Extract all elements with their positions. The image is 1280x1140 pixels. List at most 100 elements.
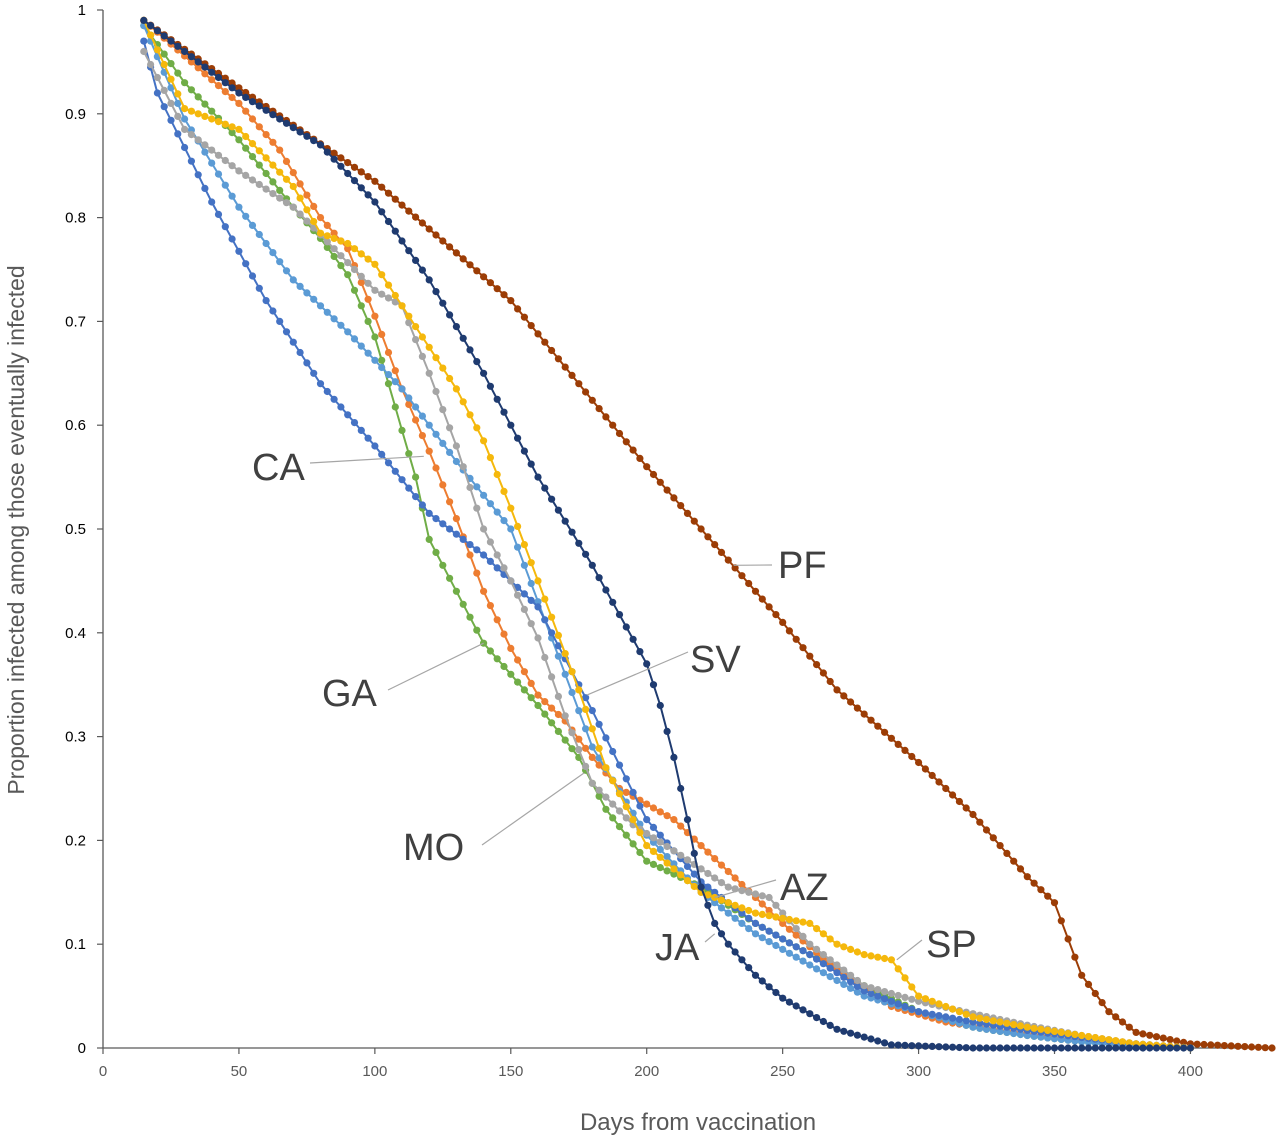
data-point xyxy=(928,1042,936,1050)
data-point xyxy=(1180,1044,1188,1052)
data-point xyxy=(316,229,325,237)
data-point xyxy=(357,342,365,350)
data-point xyxy=(582,744,590,752)
data-point xyxy=(208,115,216,123)
data-point xyxy=(1112,1037,1120,1045)
data-point xyxy=(473,504,481,512)
data-point xyxy=(371,286,379,294)
data-point xyxy=(751,587,760,595)
data-point xyxy=(887,1041,896,1049)
data-point xyxy=(629,446,637,454)
data-point xyxy=(432,387,440,396)
data-point xyxy=(622,623,630,631)
data-point xyxy=(772,988,780,997)
data-point xyxy=(1010,1029,1018,1038)
data-point xyxy=(554,642,563,650)
data-point xyxy=(391,403,399,411)
data-point xyxy=(330,315,338,323)
data-point xyxy=(405,450,413,458)
data-point xyxy=(1084,980,1093,989)
data-point xyxy=(330,252,338,261)
data-point xyxy=(1186,1044,1194,1052)
data-point xyxy=(500,564,508,572)
data-point xyxy=(799,957,807,965)
data-point xyxy=(996,1027,1004,1035)
data-point xyxy=(1003,849,1011,858)
data-point xyxy=(1030,1032,1038,1040)
data-point xyxy=(731,901,739,909)
data-point xyxy=(663,727,671,736)
data-point xyxy=(568,528,576,536)
data-point xyxy=(418,501,426,509)
data-point xyxy=(466,551,474,559)
data-point xyxy=(194,64,202,72)
data-point xyxy=(1125,1039,1133,1047)
data-point xyxy=(588,743,596,751)
data-point xyxy=(330,245,338,253)
data-point xyxy=(697,842,705,850)
data-point xyxy=(439,406,447,414)
data-point xyxy=(683,816,692,824)
data-point xyxy=(208,146,216,154)
data-point xyxy=(670,847,678,855)
data-point xyxy=(1112,1013,1120,1021)
data-point xyxy=(181,105,189,113)
x-tick-label: 350 xyxy=(1042,1063,1067,1080)
axes: 0 0.1 0.2 0.3 0.4 0.5 0.6 0.7 0.8 0.9 1 0 50 100 150 20… xyxy=(65,2,1272,1080)
data-point xyxy=(432,430,440,438)
data-point xyxy=(949,1005,957,1013)
data-point xyxy=(418,333,426,341)
data-point xyxy=(303,289,311,297)
data-point xyxy=(208,198,216,206)
data-point xyxy=(459,535,467,544)
data-point xyxy=(452,323,460,331)
data-point xyxy=(147,60,155,69)
data-point xyxy=(908,752,916,761)
data-point xyxy=(235,125,243,133)
data-point xyxy=(276,168,284,176)
data-point xyxy=(473,626,481,634)
data-point xyxy=(296,194,304,202)
data-point xyxy=(432,288,440,296)
data-point xyxy=(296,210,304,218)
data-point xyxy=(350,419,359,427)
data-point xyxy=(935,778,943,786)
data-point xyxy=(915,997,923,1005)
data-point xyxy=(303,191,311,199)
data-point xyxy=(412,213,420,221)
data-point xyxy=(527,559,535,567)
annotation-leader xyxy=(896,939,923,961)
data-point xyxy=(595,744,603,752)
data-point xyxy=(194,110,202,118)
data-point xyxy=(738,909,746,917)
data-point xyxy=(1173,1044,1181,1052)
data-point xyxy=(459,600,467,608)
data-point xyxy=(527,620,535,628)
data-point xyxy=(242,171,250,179)
data-point xyxy=(962,1017,970,1025)
data-point xyxy=(949,1043,957,1051)
data-point xyxy=(847,984,855,992)
data-point xyxy=(214,118,223,126)
data-point xyxy=(690,849,698,858)
data-point xyxy=(663,859,671,867)
data-point xyxy=(276,146,284,154)
data-point xyxy=(493,395,501,403)
data-point xyxy=(235,99,243,107)
data-point xyxy=(534,701,542,710)
data-point xyxy=(942,784,950,793)
data-point xyxy=(643,660,651,668)
data-point xyxy=(507,504,515,512)
annotation-leader xyxy=(387,642,484,691)
data-point xyxy=(384,348,393,357)
series-az xyxy=(140,22,1194,1052)
data-point xyxy=(330,149,338,157)
x-tick-label: 400 xyxy=(1178,1063,1203,1080)
data-point xyxy=(255,123,263,131)
annotation-sv: SV xyxy=(586,639,741,696)
data-point xyxy=(439,520,447,528)
data-point xyxy=(806,961,814,969)
data-point xyxy=(507,421,515,429)
data-point xyxy=(853,1031,862,1039)
annotation-leader xyxy=(586,651,689,696)
